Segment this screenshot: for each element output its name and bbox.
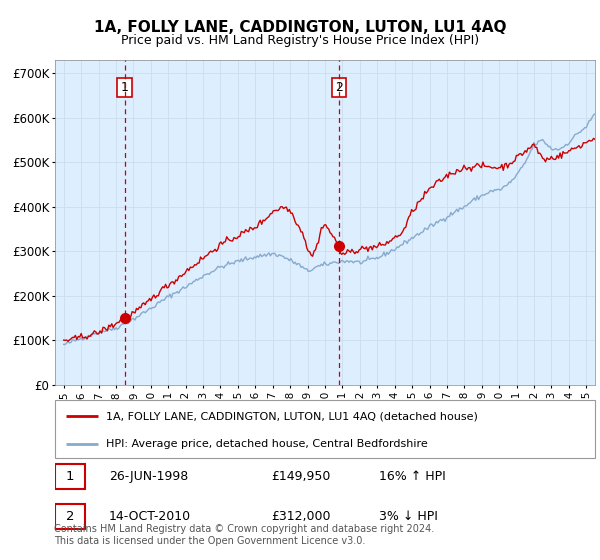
Text: HPI: Average price, detached house, Central Bedfordshire: HPI: Average price, detached house, Cent… — [106, 439, 428, 449]
Text: 1A, FOLLY LANE, CADDINGTON, LUTON, LU1 4AQ: 1A, FOLLY LANE, CADDINGTON, LUTON, LU1 4… — [94, 20, 506, 35]
Text: 2: 2 — [65, 510, 74, 522]
Text: Contains HM Land Registry data © Crown copyright and database right 2024.
This d: Contains HM Land Registry data © Crown c… — [54, 524, 434, 546]
Text: Price paid vs. HM Land Registry's House Price Index (HPI): Price paid vs. HM Land Registry's House … — [121, 34, 479, 46]
FancyBboxPatch shape — [55, 464, 85, 489]
Text: 1: 1 — [121, 81, 128, 94]
Text: 26-JUN-1998: 26-JUN-1998 — [109, 470, 188, 483]
Text: 1A, FOLLY LANE, CADDINGTON, LUTON, LU1 4AQ (detached house): 1A, FOLLY LANE, CADDINGTON, LUTON, LU1 4… — [106, 411, 478, 421]
FancyBboxPatch shape — [55, 503, 85, 529]
Text: £312,000: £312,000 — [271, 510, 331, 522]
Text: 3% ↓ HPI: 3% ↓ HPI — [379, 510, 438, 522]
Text: 14-OCT-2010: 14-OCT-2010 — [109, 510, 191, 522]
Text: 1: 1 — [65, 470, 74, 483]
Text: £149,950: £149,950 — [271, 470, 331, 483]
FancyBboxPatch shape — [55, 400, 595, 458]
Text: 16% ↑ HPI: 16% ↑ HPI — [379, 470, 446, 483]
Text: 2: 2 — [335, 81, 343, 94]
